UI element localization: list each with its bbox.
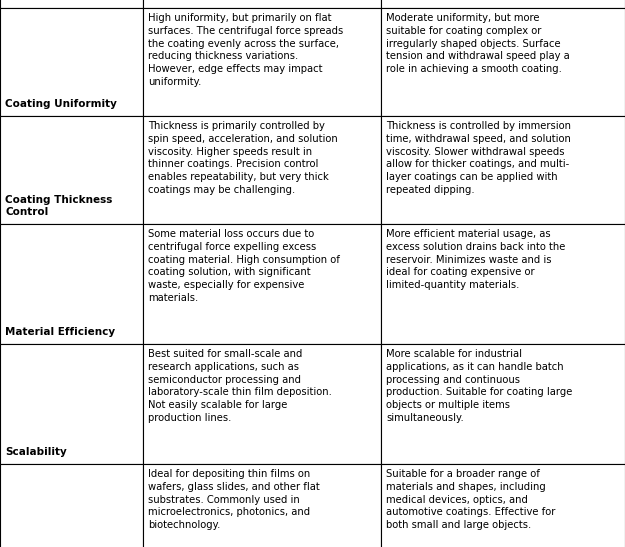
Bar bbox=[143, 0, 381, 8]
Bar bbox=[381, 464, 625, 547]
Bar bbox=[0, 224, 143, 344]
Text: Some material loss occurs due to
centrifugal force expelling excess
coating mate: Some material loss occurs due to centrif… bbox=[148, 229, 340, 303]
Bar bbox=[381, 116, 625, 224]
Text: Best suited for small-scale and
research applications, such as
semiconductor pro: Best suited for small-scale and research… bbox=[148, 349, 332, 423]
Bar bbox=[0, 8, 143, 116]
Bar bbox=[0, 116, 143, 224]
Bar bbox=[381, 8, 625, 116]
Bar bbox=[381, 224, 625, 344]
Text: More efficient material usage, as
excess solution drains back into the
reservoir: More efficient material usage, as excess… bbox=[386, 229, 566, 290]
Bar bbox=[143, 344, 381, 464]
Bar bbox=[143, 464, 381, 547]
Bar bbox=[0, 344, 143, 464]
Text: Ideal for depositing thin films on
wafers, glass slides, and other flat
substrat: Ideal for depositing thin films on wafer… bbox=[148, 469, 320, 530]
Text: Thickness is controlled by immersion
time, withdrawal speed, and solution
viscos: Thickness is controlled by immersion tim… bbox=[386, 121, 571, 195]
Text: Material Efficiency: Material Efficiency bbox=[5, 327, 115, 337]
Bar bbox=[143, 116, 381, 224]
Bar bbox=[381, 0, 625, 8]
Bar bbox=[0, 464, 143, 547]
Text: Coating Thickness
Control: Coating Thickness Control bbox=[5, 195, 112, 217]
Text: High uniformity, but primarily on flat
surfaces. The centrifugal force spreads
t: High uniformity, but primarily on flat s… bbox=[148, 13, 343, 87]
Text: Thickness is primarily controlled by
spin speed, acceleration, and solution
visc: Thickness is primarily controlled by spi… bbox=[148, 121, 338, 195]
Text: Scalability: Scalability bbox=[5, 447, 67, 457]
Text: More scalable for industrial
applications, as it can handle batch
processing and: More scalable for industrial application… bbox=[386, 349, 572, 423]
Text: Coating Uniformity: Coating Uniformity bbox=[5, 99, 117, 109]
Text: Moderate uniformity, but more
suitable for coating complex or
irregularly shaped: Moderate uniformity, but more suitable f… bbox=[386, 13, 570, 74]
Bar bbox=[381, 344, 625, 464]
Text: Suitable for a broader range of
materials and shapes, including
medical devices,: Suitable for a broader range of material… bbox=[386, 469, 556, 530]
Bar bbox=[143, 224, 381, 344]
Bar bbox=[0, 0, 143, 8]
Bar bbox=[143, 8, 381, 116]
